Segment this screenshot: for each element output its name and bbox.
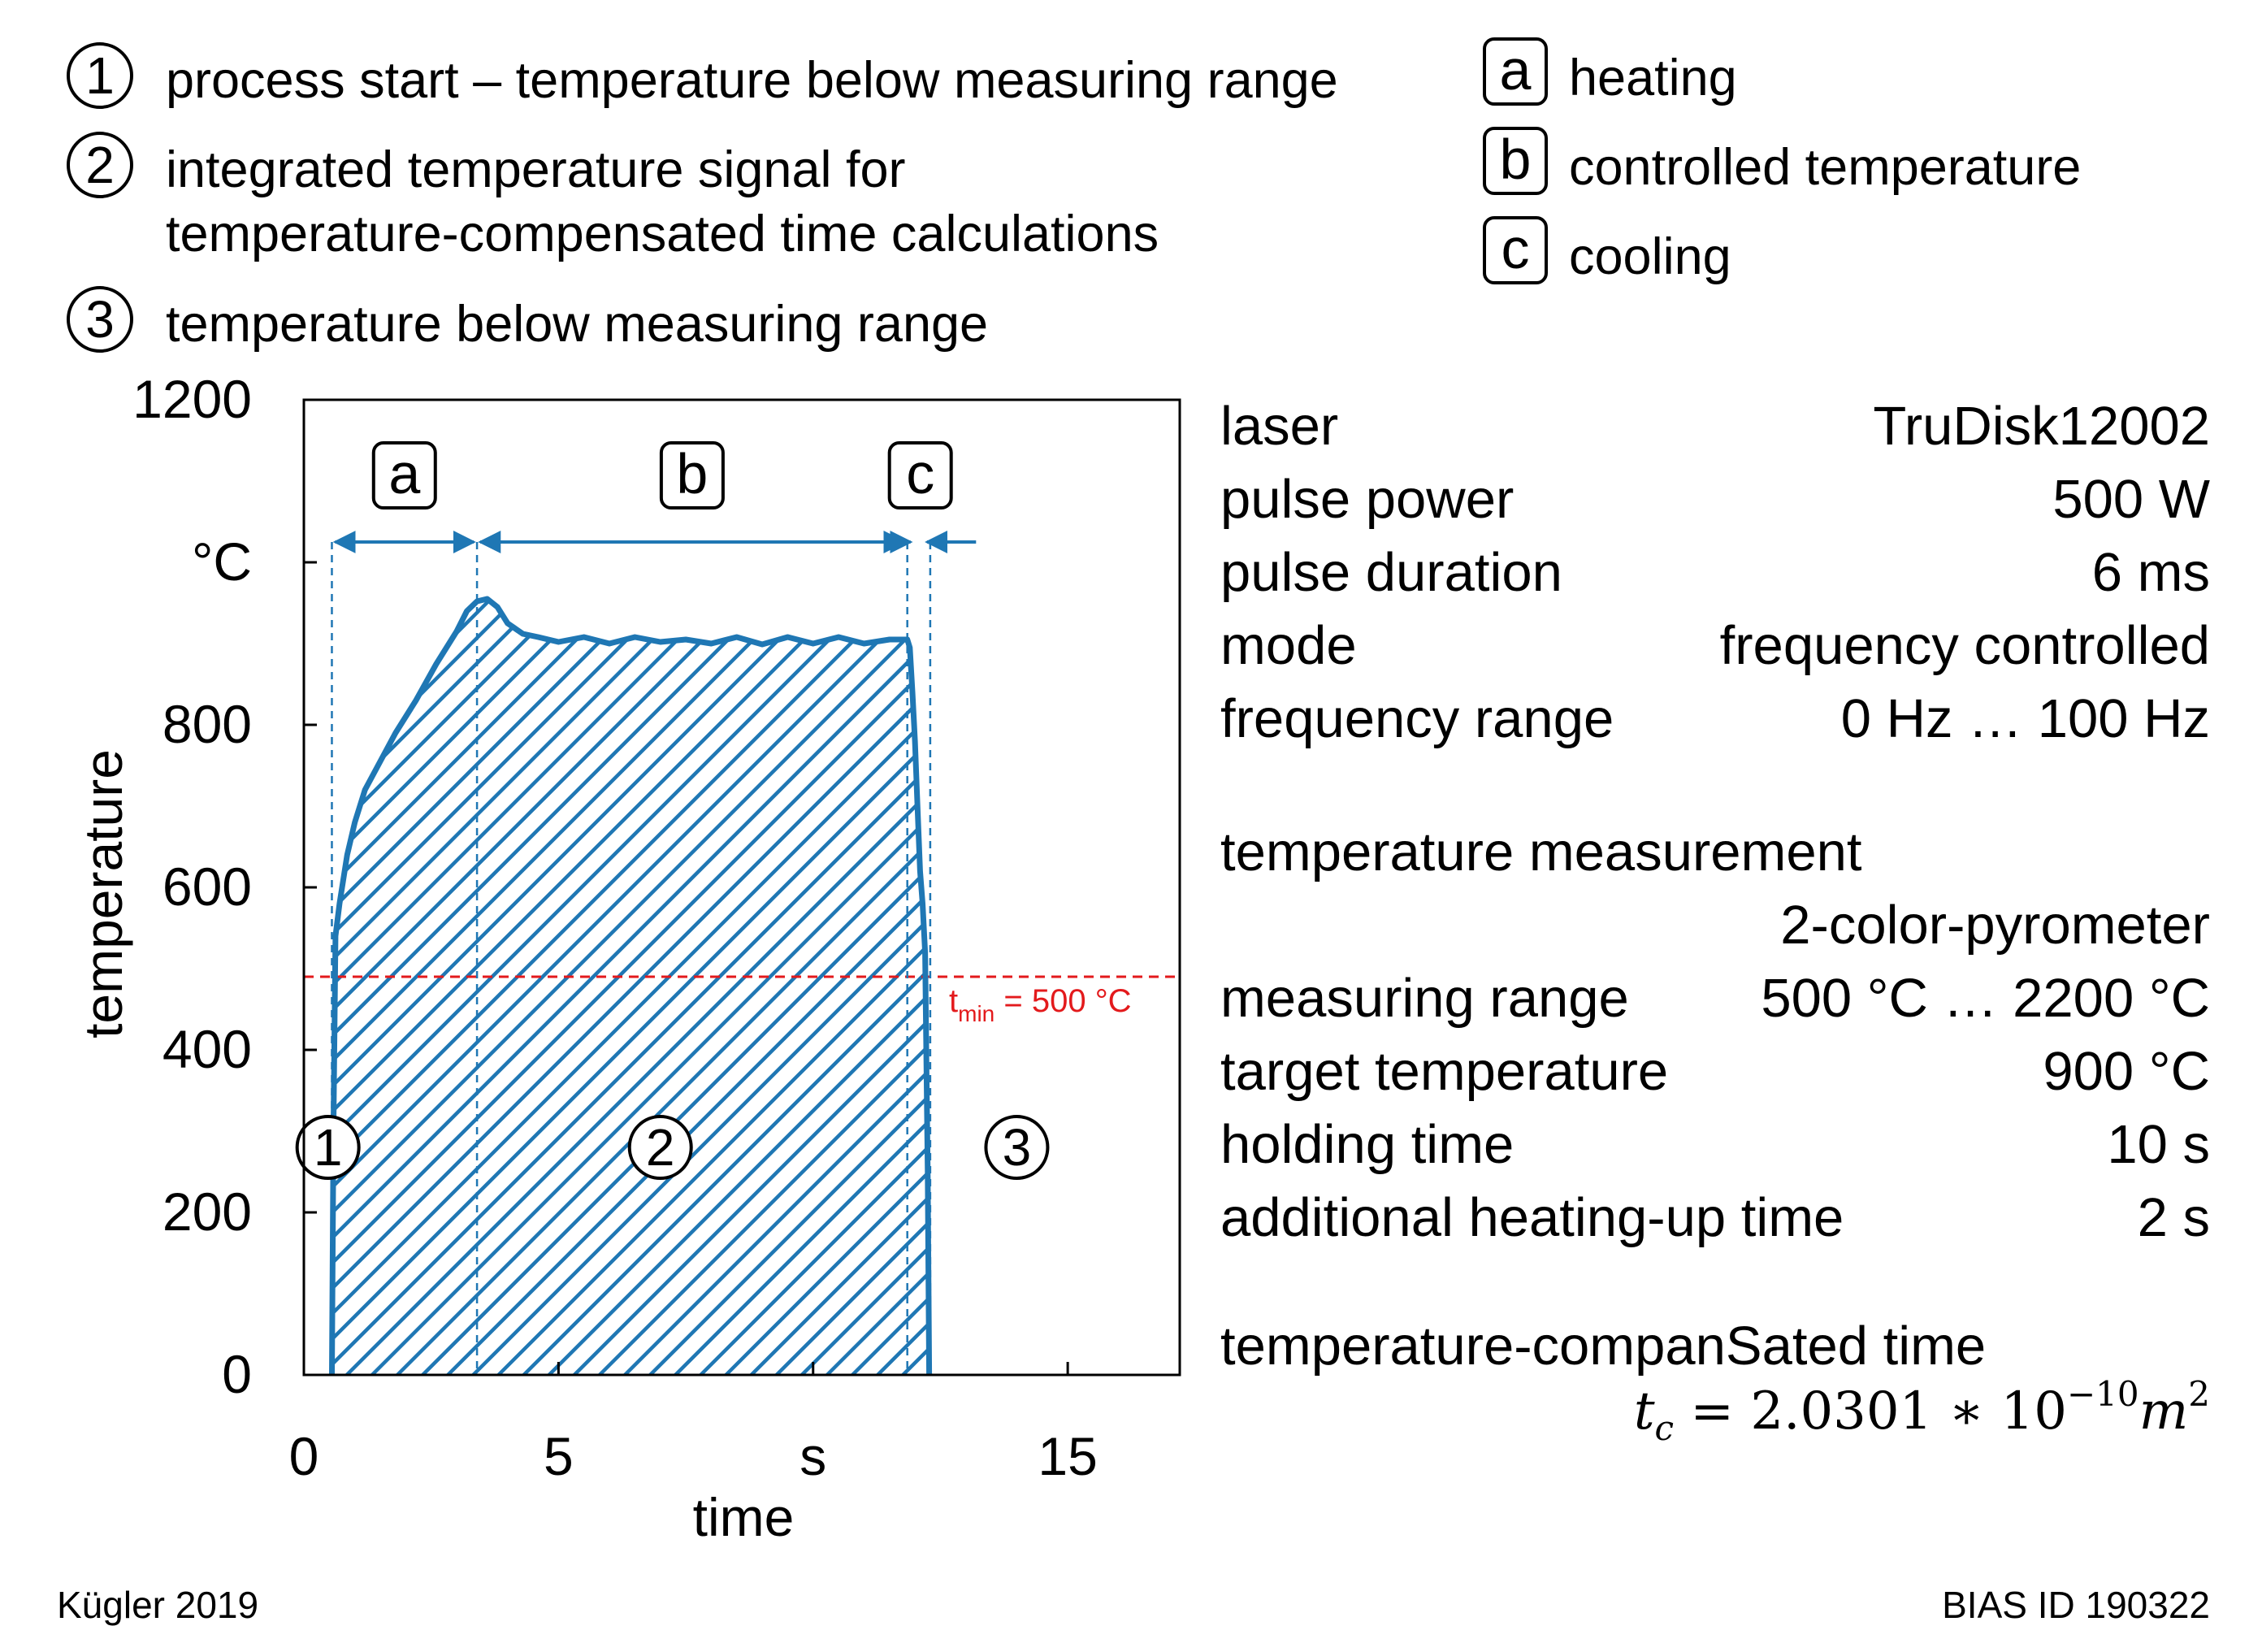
- param-row-target-temperature: target temperature 900 °C: [1220, 1040, 2210, 1108]
- param-key: holding time: [1220, 1114, 1514, 1175]
- param-key: measuring range: [1220, 968, 1629, 1029]
- param-row-frequency-range: frequency range 0 Hz … 100 Hz: [1220, 687, 2210, 756]
- area-marker-label-1: 1: [314, 1118, 343, 1177]
- formula-rhs: = 2.0301 ∗ 10: [1690, 1381, 2067, 1442]
- phase-box-label-a: a: [388, 442, 420, 505]
- x-tick-label: s: [800, 1426, 826, 1486]
- param-row-laser: laser TruDisk12002: [1220, 395, 2210, 463]
- formula-unit: m: [2138, 1381, 2189, 1442]
- area-marker-label-2: 2: [646, 1118, 675, 1177]
- phase-box-b: [659, 441, 725, 509]
- integrated-area-hatch: [332, 599, 930, 1375]
- footer-id: BIAS ID 190322: [1942, 1584, 2210, 1626]
- circle-mark-2: 2: [67, 132, 133, 198]
- param-value: frequency controlled: [1719, 615, 2210, 676]
- x-tick-label: 15: [1038, 1426, 1097, 1486]
- x-tick-label: 0: [289, 1426, 319, 1486]
- param-value: 0 Hz … 100 Hz: [1840, 688, 2210, 749]
- param-key: additional heating-up time: [1220, 1187, 1844, 1248]
- param-value: 10 s: [2107, 1114, 2210, 1175]
- y-axis-label: temperature: [73, 749, 133, 1038]
- circle-mark-1: 1: [67, 42, 133, 109]
- area-marker-1: [295, 1115, 361, 1180]
- param-key: frequency range: [1220, 688, 1614, 749]
- y-tick-label: °C: [192, 531, 252, 592]
- area-marker-3: [984, 1115, 1050, 1180]
- box-mark-c: c: [1483, 216, 1548, 284]
- result-formula: tc = 2.0301 ∗ 10−10m2: [1633, 1374, 2210, 1448]
- param-row-mode: mode frequency controlled: [1220, 614, 2210, 683]
- phase-box-label-c: c: [906, 442, 934, 505]
- param-row-pulse-power: pulse power 500 W: [1220, 468, 2210, 536]
- temperature-curve: [329, 596, 933, 1376]
- param-key: target temperature: [1220, 1041, 1669, 1102]
- param-value: 500 W: [2052, 469, 2210, 530]
- y-tick-label: 800: [162, 694, 252, 754]
- param-key: pulse power: [1220, 469, 1514, 530]
- formula-lhs-sub: c: [1654, 1408, 1675, 1448]
- param-value: 500 °C … 2200 °C: [1761, 968, 2210, 1029]
- x-axis-label: time: [693, 1487, 795, 1547]
- result-heading: temperature-companSated time: [1220, 1316, 1987, 1377]
- measurement-heading: temperature measurement: [1220, 822, 1862, 882]
- box-mark-b: b: [1483, 127, 1548, 195]
- measurement-device-row: 2-color-pyrometer: [1220, 894, 2210, 962]
- legend-text-2: integrated temperature signal for: [166, 141, 906, 198]
- area-marker-2: [627, 1115, 693, 1180]
- param-value: 900 °C: [2043, 1041, 2210, 1102]
- legend-text-1: process start – temperature below measur…: [166, 52, 1338, 109]
- y-tick-label: 600: [162, 856, 252, 917]
- param-key: laser: [1220, 396, 1339, 457]
- legend-text-2-cont: temperature-compensated time calculation…: [166, 206, 1159, 262]
- y-tick-label: 0: [222, 1344, 252, 1404]
- area-marker-label-3: 3: [1003, 1118, 1032, 1177]
- phase-legend-text-c: cooling: [1569, 228, 1731, 285]
- param-key: mode: [1220, 615, 1357, 676]
- box-mark-a: a: [1483, 37, 1548, 106]
- formula-lhs: t: [1633, 1381, 1655, 1442]
- formula-exp: −10: [2066, 1374, 2139, 1414]
- measurement-device: 2-color-pyrometer: [1780, 895, 2210, 956]
- phase-legend-text-b: controlled temperature: [1569, 139, 2082, 196]
- measurement-heading-row: temperature measurement: [1220, 821, 2210, 889]
- param-key: pulse duration: [1220, 542, 1562, 603]
- param-row-additional-heating: additional heating-up time 2 s: [1220, 1186, 2210, 1255]
- formula-unit-exp: 2: [2188, 1374, 2210, 1414]
- y-tick-label: 1200: [132, 369, 252, 429]
- y-tick-label: 200: [162, 1182, 252, 1242]
- phase-box-a: [371, 441, 437, 509]
- phase-legend-text-a: heating: [1569, 50, 1737, 106]
- y-tick-label: 400: [162, 1019, 252, 1079]
- param-row-pulse-duration: pulse duration 6 ms: [1220, 541, 2210, 609]
- phase-box-c: [887, 441, 953, 509]
- legend-text-3: temperature below measuring range: [166, 296, 989, 353]
- phase-box-label-b: b: [676, 442, 708, 505]
- param-value: 2 s: [2137, 1187, 2210, 1248]
- footer-author: Kügler 2019: [57, 1584, 259, 1626]
- result-heading-row: temperature-companSated time: [1220, 1315, 2210, 1383]
- param-row-holding-time: holding time 10 s: [1220, 1113, 2210, 1182]
- param-row-measuring-range: measuring range 500 °C … 2200 °C: [1220, 967, 2210, 1035]
- circle-mark-3: 3: [67, 286, 133, 353]
- x-tick-label: 5: [544, 1426, 574, 1486]
- param-value: TruDisk12002: [1873, 396, 2210, 457]
- threshold-label: tmin = 500 °C: [949, 983, 1132, 1026]
- param-value: 6 ms: [2091, 542, 2210, 603]
